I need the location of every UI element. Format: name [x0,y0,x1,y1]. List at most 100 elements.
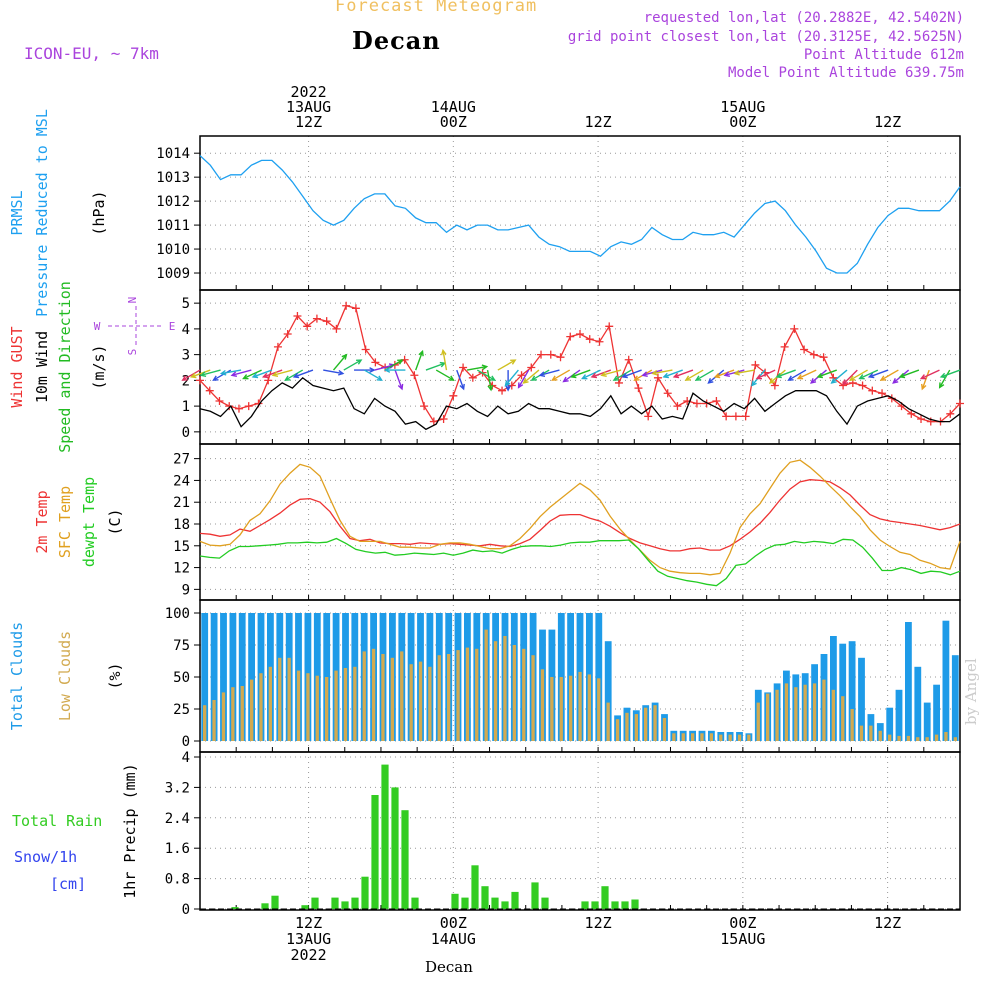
bar-precip-0 [301,905,309,909]
bar-clouds-1 [756,702,760,741]
bar-clouds-1 [597,678,601,741]
wind-arrow-head [440,348,447,356]
bar-clouds-1 [615,719,620,741]
wind-arrow-head [383,367,391,373]
bar-clouds-0 [238,613,246,741]
gust-marker [917,414,926,423]
gust-marker [946,409,955,418]
wind-direction-arrow [293,369,314,378]
bar-precip-0 [261,903,269,909]
wind-arrow-head [662,372,669,379]
gust-marker [351,304,360,313]
gust-marker [205,386,214,395]
wind-arrow-head [755,374,763,380]
gust-marker [809,350,818,359]
bar-precip-0 [631,899,639,909]
y-tick-label: 4 [182,322,190,338]
gust-marker [546,350,555,359]
bar-clouds-1 [709,733,713,741]
wind-arrow-head [723,371,731,377]
wind-arrow-head [551,375,558,381]
wind-arrow-head [230,371,238,377]
wind-arrow-head [672,372,680,379]
gust-marker [722,412,731,421]
wind-direction-arrow [899,369,920,378]
bar-clouds-1 [728,734,732,741]
wind-arrow-head [538,371,546,377]
bar-precip-0 [381,764,389,909]
bar-clouds-0 [830,636,837,741]
y-tick-label: 25 [173,702,190,718]
gust-marker [537,350,546,359]
wind-arrow-head [867,372,875,379]
gust-marker [878,389,887,398]
bar-clouds-1 [766,693,770,741]
wind-direction-arrow [504,369,519,386]
bar-precip-0 [341,901,349,909]
wind-direction-arrow [695,369,714,381]
bar-clouds-1 [484,629,488,741]
bar-clouds-1 [250,679,254,741]
bar-clouds-1 [493,641,498,741]
bottom-time-label: 2022 [291,946,327,964]
compass-w: W [94,320,101,333]
wind-arrow-head [181,375,188,381]
gust-marker [215,396,224,405]
bar-clouds-0 [942,620,950,741]
bar-clouds-1 [681,733,685,741]
gust-marker [819,353,828,362]
panel-label-clouds: Low Clouds [56,631,74,721]
bar-precip-0 [401,810,409,909]
bar-clouds-1 [465,647,470,741]
wind-direction-arrow [435,369,454,381]
wind-arrow-head [938,382,945,389]
panel-label-clouds: Total Clouds [8,622,26,730]
bar-clouds-0 [886,707,894,741]
bar-clouds-1 [644,707,648,741]
gust-marker [663,389,672,398]
bar-clouds-0 [201,613,209,741]
bar-clouds-1 [841,696,845,741]
wind-direction-arrow [363,369,382,381]
bar-clouds-0 [220,613,227,741]
wind-direction-arrow [343,359,362,371]
bar-precip-0 [581,901,589,909]
wind-direction-arrow [182,369,201,381]
top-time-label: 15AUG [720,98,765,116]
bottom-time-label: 00Z [729,914,756,932]
wind-direction-arrow [571,369,591,378]
bar-precip-0 [231,907,239,909]
panel-label-temp: SFC Temp [56,486,74,558]
bar-clouds-1 [306,673,310,741]
bar-clouds-1 [203,705,207,741]
y-tick-label: 0.8 [165,872,190,888]
bar-clouds-1 [503,636,507,741]
bar-clouds-1 [315,675,319,741]
bar-precip-0 [481,886,489,909]
bar-clouds-1 [334,670,338,741]
wind-arrow-head [212,375,219,381]
y-tick-label: 9 [182,582,190,598]
gust-marker [439,414,448,423]
bar-clouds-1 [700,733,704,741]
bar-clouds-1 [456,650,460,741]
wind-arrow-head [775,372,782,379]
gust-marker [459,363,468,372]
panel-frame-temp [199,443,961,601]
bar-precip-0 [311,897,319,909]
wind-arrow-head [921,383,927,391]
wind-direction-arrow [425,362,445,371]
wind-arrow-head [621,372,628,379]
bar-precip-0 [271,895,279,909]
bar-clouds-1 [418,661,423,741]
gust-marker [234,404,243,413]
wind-arrow-head [337,369,345,376]
wind-arrow-head [830,378,837,384]
wind-direction-arrow [939,369,951,388]
wind-arrow-head [810,378,817,384]
bar-clouds-1 [906,735,911,741]
bar-clouds-1 [212,700,216,741]
panel-label-temp: dewpt Temp [80,477,98,567]
bottom-time-label: 12Z [295,914,322,932]
wind-arrow-head [842,379,849,386]
